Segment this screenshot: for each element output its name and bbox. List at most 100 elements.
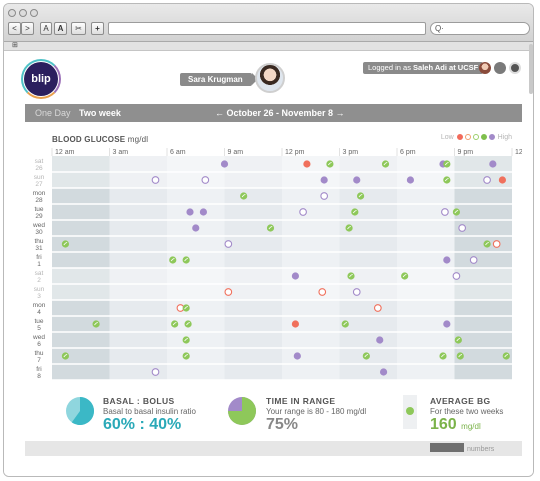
day-label-date: 27 <box>35 181 43 188</box>
day-label-dow: tue <box>34 206 43 213</box>
glucose-point <box>224 288 233 296</box>
glucose-point <box>469 256 478 264</box>
glucose-point <box>443 176 451 184</box>
glucose-point <box>356 192 365 200</box>
address-bar[interactable] <box>108 22 426 35</box>
logout-power-icon[interactable] <box>509 62 521 74</box>
glucose-point <box>401 272 409 280</box>
glucose-point <box>320 192 329 200</box>
day-label-date: 5 <box>37 325 41 332</box>
avg-title: AVERAGE BG <box>430 396 491 406</box>
x-tick-label: 6 am <box>170 149 186 156</box>
glucose-point <box>182 256 190 264</box>
glucose-point <box>291 320 300 328</box>
chart-unit: mg/dl <box>127 135 149 144</box>
weekend-row <box>52 172 512 188</box>
glucose-point <box>498 176 507 184</box>
zoom-window-icon[interactable] <box>30 9 38 17</box>
glucose-point-mark <box>402 274 407 278</box>
avg-bg-range-bar <box>403 395 417 429</box>
day-label-dow: mon <box>33 190 46 197</box>
day-label-date: 3 <box>37 293 41 300</box>
basal-pie-slice <box>71 397 94 425</box>
messages-icon[interactable] <box>494 62 506 74</box>
x-tick-label: 12 am <box>515 149 522 156</box>
day-label-dow: wed <box>32 334 45 341</box>
glucose-point <box>224 240 233 248</box>
glucose-point-mark <box>444 162 449 166</box>
glucose-point <box>458 224 467 232</box>
day-label-date: 6 <box>37 341 41 348</box>
chart-title: BLOOD GLUCOSE mg/dl <box>52 135 148 144</box>
glucose-point <box>293 352 301 360</box>
glucose-point <box>320 176 328 184</box>
x-tick-label: 9 pm <box>458 149 474 156</box>
glucose-point-mark <box>184 354 188 358</box>
tab-one-day[interactable]: One Day <box>35 108 71 118</box>
bookmarks-icon[interactable]: ⊞ <box>12 42 18 49</box>
legend-dot <box>456 134 463 140</box>
day-label-date: 8 <box>37 373 41 380</box>
glucose-point <box>483 240 491 248</box>
day-label-dow: sun <box>34 286 45 293</box>
legend-dot <box>488 134 495 140</box>
day-label-date: 1 <box>37 261 41 268</box>
close-window-icon[interactable] <box>8 9 16 17</box>
text-smaller-button[interactable]: A <box>40 22 52 35</box>
glucose-point <box>373 304 382 312</box>
summary-stats: BASAL : BOLUS Basal to basal insulin rat… <box>25 387 522 437</box>
glucose-point-mark <box>504 354 509 358</box>
add-tab-button[interactable]: + <box>91 22 104 35</box>
glucose-point-mark <box>485 242 489 246</box>
tools-button[interactable]: ✂ <box>71 22 86 35</box>
user-avatar-icon[interactable] <box>479 62 491 74</box>
day-label-date: 4 <box>37 309 41 316</box>
minimize-window-icon[interactable] <box>19 9 27 17</box>
date-range-label[interactable]: ← October 26 - November 8 → <box>215 108 345 118</box>
glucose-point-mark <box>184 338 188 342</box>
tir-subtitle: Your range is 80 - 180 mg/dl <box>266 407 367 416</box>
patient-name-tag: Sara Krugman <box>180 73 258 86</box>
time-in-range-pie <box>228 397 256 425</box>
tir-pie-slice <box>228 397 256 425</box>
glucose-point <box>169 256 177 264</box>
chart-title-text: BLOOD GLUCOSE <box>52 135 126 144</box>
glucose-point-mark <box>349 274 353 278</box>
legend-dots <box>456 134 496 141</box>
weekend-row <box>52 268 512 284</box>
numbers-toggle[interactable]: numbers <box>430 443 510 454</box>
glucose-point-mark <box>458 354 463 358</box>
glucose-point <box>352 288 361 296</box>
blip-logo[interactable]: blip <box>24 62 58 96</box>
numbers-switch[interactable] <box>430 443 464 452</box>
page-scrollbar[interactable] <box>529 44 533 94</box>
forward-button[interactable]: > <box>21 22 34 35</box>
glucose-point-mark <box>186 322 190 326</box>
day-label-dow: fri <box>36 254 41 261</box>
glucose-point <box>441 208 449 216</box>
glucose-point <box>456 352 464 360</box>
legend-high: High <box>497 134 512 141</box>
glucose-point <box>171 320 179 328</box>
tab-two-week[interactable]: Two week <box>79 108 121 118</box>
bookmarks-bar: ⊞ <box>4 42 533 51</box>
glucose-point-mark <box>184 258 188 262</box>
day-label-date: 7 <box>37 357 41 364</box>
glucose-point <box>443 320 451 328</box>
glucose-point <box>345 224 353 232</box>
chart-legend: Low High <box>441 134 512 141</box>
day-label-dow: tue <box>34 318 43 325</box>
glucose-point-mark <box>456 338 461 342</box>
glucose-point-mark <box>343 322 348 326</box>
footer-bar: numbers <box>25 441 522 456</box>
text-larger-button[interactable]: A <box>54 22 67 35</box>
browser-search-field[interactable]: Q· <box>430 22 530 35</box>
glucose-point <box>443 256 451 264</box>
glucose-point <box>199 208 208 216</box>
x-tick-label: 3 am <box>113 149 129 156</box>
logo-ring-icon <box>21 59 61 99</box>
glucose-point-mark <box>444 178 449 182</box>
numbers-label: numbers <box>467 446 495 453</box>
back-button[interactable]: < <box>8 22 21 35</box>
browser-toolbar: < > A A ✂ + Q· <box>4 4 533 42</box>
